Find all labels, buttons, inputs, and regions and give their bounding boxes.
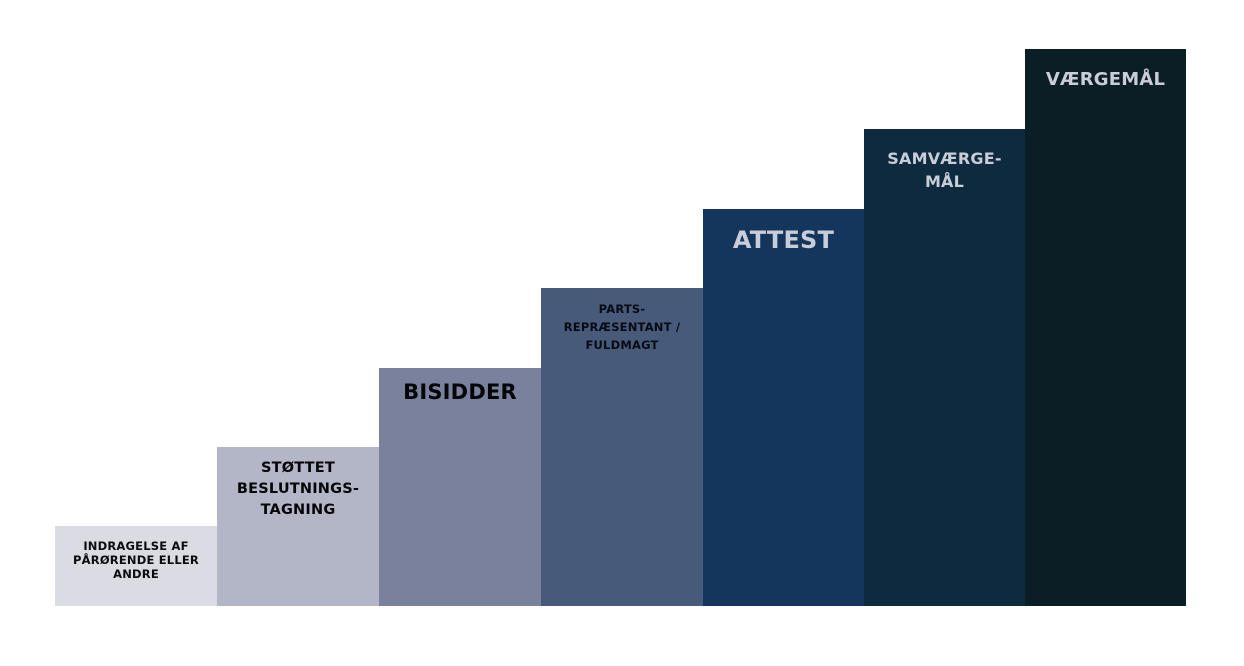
step-label: ATTEST	[732, 226, 835, 254]
step-bisidder: BISIDDER	[379, 368, 541, 606]
step-vaergemaal: VÆRGEMÅL	[1025, 49, 1186, 606]
step-indragelse: INDRAGELSE AF PÅRØRENDE ELLER ANDRE	[55, 526, 217, 606]
step-label: INDRAGELSE AF PÅRØRENDE ELLER ANDRE	[73, 539, 199, 581]
step-samvaergemaal: SAMVÆRGE- MÅL	[864, 129, 1025, 606]
step-label: STØTTET BESLUTNINGS- TAGNING	[236, 460, 360, 518]
step-label: BISIDDER	[403, 380, 517, 404]
step-label: PARTS- REPRÆSENTANT / FULDMAGT	[563, 302, 681, 352]
step-label: SAMVÆRGE- MÅL	[887, 149, 1002, 191]
step-label: VÆRGEMÅL	[1045, 69, 1166, 90]
step-partsrepraesentant: PARTS- REPRÆSENTANT / FULDMAGT	[541, 288, 703, 606]
step-stottet-beslutningstagning: STØTTET BESLUTNINGS- TAGNING	[217, 447, 379, 606]
step-attest: ATTEST	[703, 209, 864, 606]
